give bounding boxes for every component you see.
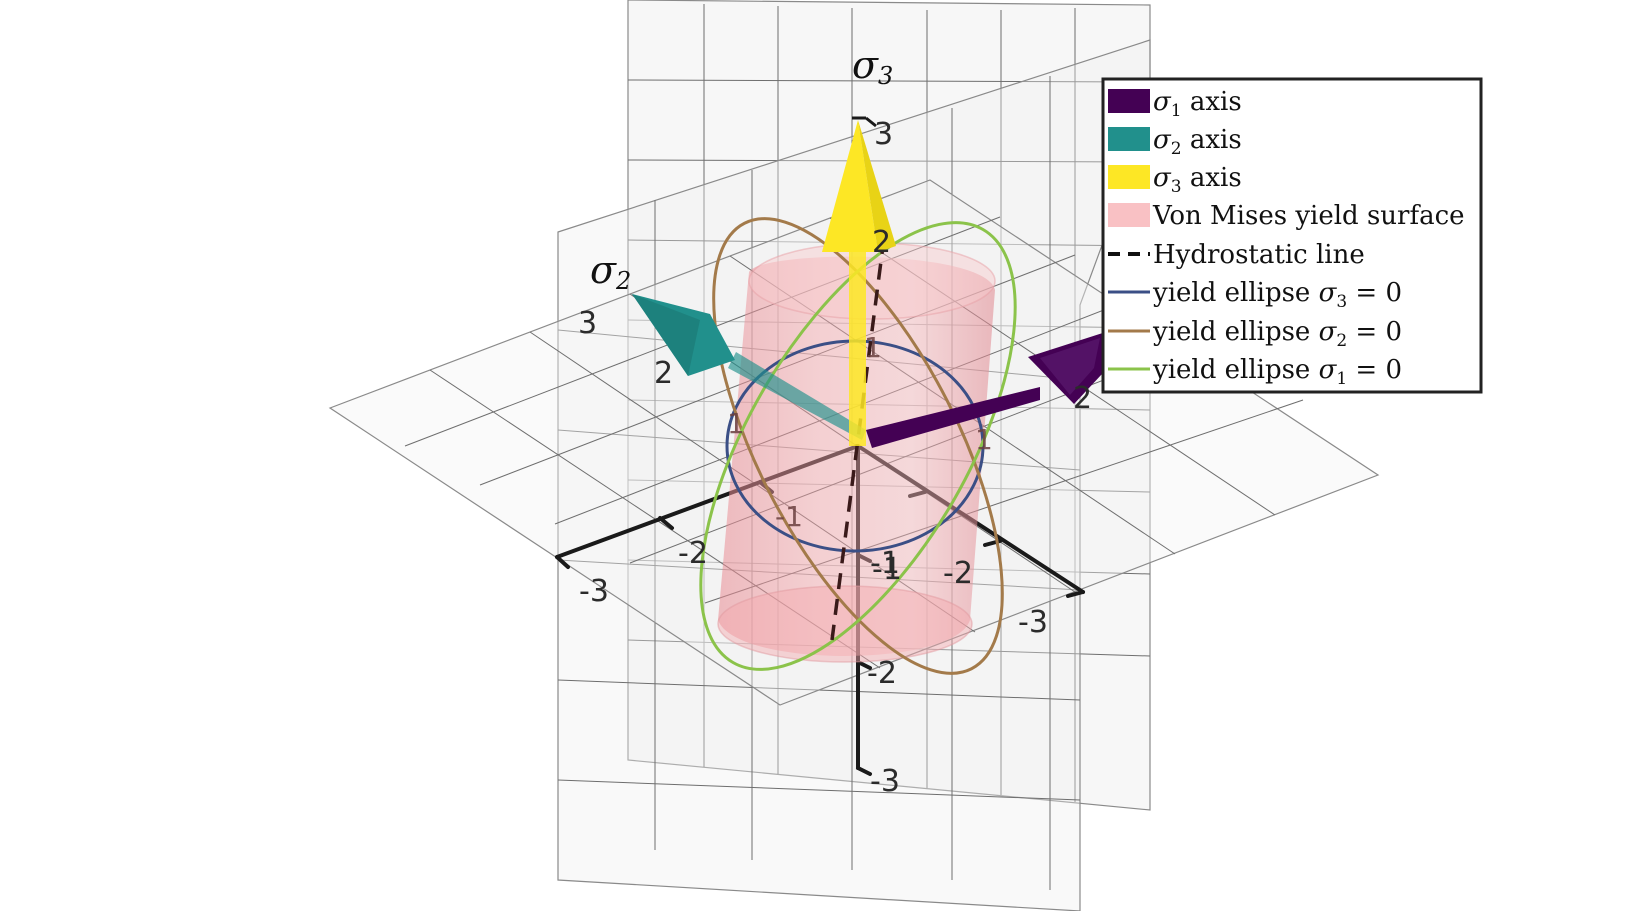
sigma1-axis-arrow — [866, 330, 1120, 448]
legend-swatch-sigma3 — [1108, 165, 1150, 189]
axis-title-sigma3: σ3 — [852, 43, 893, 90]
tick-labels-sigma1: -3 -2 -1 1 2 — [870, 381, 1092, 640]
tick-s1-neg1: -1 — [870, 546, 900, 581]
svg-text:yield ellipse σ1 = 0: yield ellipse σ1 = 0 — [1152, 355, 1402, 389]
svg-text:σ3 axis: σ3 axis — [1153, 163, 1242, 197]
sigma3-axis-arrow — [822, 120, 896, 446]
tick-labels-sigma3: -3 -2 -1 1 2 3 — [864, 117, 902, 799]
tick-s2-neg3: -3 — [579, 574, 609, 609]
tick-s1-2: 2 — [1073, 381, 1092, 416]
tick-s1-neg3: -3 — [1018, 605, 1048, 640]
tick-s3-neg1: -1 — [872, 552, 902, 587]
svg-text:Hydrostatic line: Hydrostatic line — [1153, 240, 1365, 270]
tick-s3-1: 1 — [864, 331, 882, 364]
tick-s2-2: 2 — [654, 356, 673, 391]
hydrostatic-line — [830, 237, 886, 641]
legend: σ1 axis σ2 axis σ3 axis Von Mises yield … — [1101, 77, 1483, 394]
sigma3-axis-line-top — [852, 116, 877, 128]
tick-s3-neg3: -3 — [870, 764, 900, 799]
yield-ellipse-s1 — [699, 221, 1017, 671]
tick-s2-3: 3 — [578, 306, 597, 341]
legend-entry-yield-surface: Von Mises yield surface — [1108, 201, 1465, 231]
yield-ellipses — [699, 217, 1017, 675]
legend-swatch-sigma1 — [1108, 89, 1150, 113]
legend-entry-sigma3-axis: σ3 axis — [1108, 163, 1242, 197]
legend-entry-sigma1-axis: σ1 axis — [1108, 87, 1242, 121]
legend-entry-hydrostatic-line: Hydrostatic line — [1108, 240, 1365, 270]
legend-box — [1101, 77, 1483, 394]
yield-ellipse-s2 — [712, 217, 1004, 675]
sigma2-axis-arrow — [632, 294, 866, 440]
legend-swatch-sigma2 — [1108, 127, 1150, 151]
tick-s1-1: 1 — [975, 423, 993, 456]
tick-s3-2: 2 — [872, 225, 891, 260]
tick-s2-neg1: -1 — [775, 500, 803, 533]
legend-entry-sigma2-axis: σ2 axis — [1108, 125, 1242, 159]
tick-s2-neg2: -2 — [678, 536, 708, 571]
tick-s3-3: 3 — [874, 117, 893, 152]
axis-title-sigma2: σ2 — [590, 248, 631, 295]
tick-s2-1: 1 — [727, 407, 745, 440]
svg-text:yield ellipse σ2 = 0: yield ellipse σ2 = 0 — [1152, 317, 1402, 351]
tick-s3-neg2: -2 — [867, 656, 897, 691]
tick-labels-sigma2: -3 -2 -1 1 2 3 — [578, 306, 803, 609]
svg-text:σ1 axis: σ1 axis — [1153, 87, 1242, 121]
svg-text:Von Mises yield surface: Von Mises yield surface — [1152, 201, 1465, 231]
svg-text:σ2 axis: σ2 axis — [1153, 125, 1242, 159]
legend-entry-ellipse-s2: yield ellipse σ2 = 0 — [1108, 317, 1402, 351]
legend-entry-ellipse-s1: yield ellipse σ1 = 0 — [1108, 355, 1402, 389]
tick-s1-neg2: -2 — [943, 556, 973, 591]
svg-text:yield ellipse σ3 = 0: yield ellipse σ3 = 0 — [1152, 278, 1402, 312]
legend-entry-ellipse-s3: yield ellipse σ3 = 0 — [1108, 278, 1402, 312]
legend-swatch-yield-surface — [1108, 203, 1150, 227]
